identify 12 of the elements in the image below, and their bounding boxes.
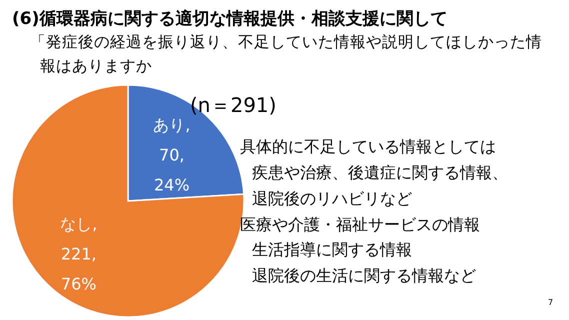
text: 退院後のリハビリなど: [252, 189, 412, 208]
text: 退院後の生活に関する情報など: [252, 266, 476, 285]
text: 疾患や治療、後遺症に関する情報、: [252, 163, 508, 182]
text: 「発症後の経過を振り返り、不足していた情報や説明してほしかった情報はありますか: [30, 33, 542, 75]
text: (n＝291): [190, 93, 276, 117]
slice-label: あり, 70, 24%: [153, 116, 190, 195]
text: 7: [548, 298, 554, 307]
text: 医療や介護・福祉サービスの情報: [240, 215, 480, 234]
chart-title: (6)循環器病に関する適切な情報提供・相談支援に関して: [12, 9, 448, 29]
text: 生活指導に関する情報: [252, 240, 412, 259]
text: 具体的に不足している情報としては: [240, 137, 496, 156]
slice-label: なし, 221, 76%: [60, 214, 98, 294]
